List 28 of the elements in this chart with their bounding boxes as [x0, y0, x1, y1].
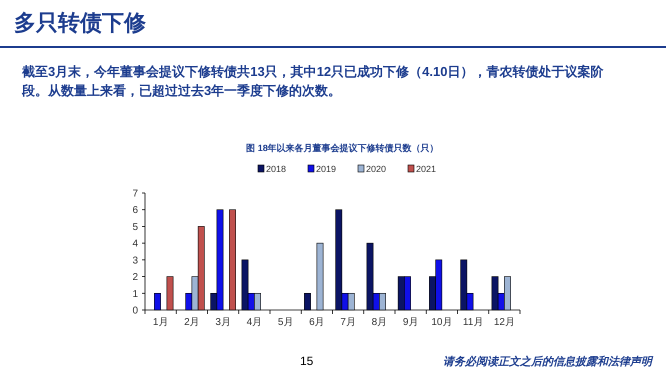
x-tick-label: 12月	[494, 317, 515, 328]
y-tick-label: 7	[132, 188, 138, 200]
y-tick-label: 0	[132, 306, 138, 316]
legend-label: 2019	[316, 164, 336, 174]
y-tick-label: 3	[132, 255, 138, 266]
y-tick-label: 6	[132, 205, 138, 216]
x-tick-label: 2月	[184, 317, 200, 328]
x-tick-label: 8月	[372, 317, 388, 328]
x-tick-label: 7月	[340, 317, 356, 328]
text: 15	[300, 354, 314, 368]
y-tick-label: 2	[132, 272, 138, 284]
x-tick-label: 5月	[278, 317, 294, 328]
x-tick-label: 10月	[431, 317, 452, 328]
text: 请务必阅读正文之后的信息披露和法律声明	[443, 354, 652, 369]
x-tick-label: 3月	[215, 317, 231, 328]
x-tick-label: 6月	[309, 317, 325, 328]
x-tick-label: 11月	[462, 317, 484, 328]
chart-title: 多只转债下修	[14, 9, 146, 37]
x-tick-label: 4月	[246, 317, 262, 328]
legend-label: 2018	[266, 164, 286, 174]
x-tick-label: 1月	[152, 317, 168, 328]
x-axis-title: 图 18年以来各月董事会提议下修转债只数（只）	[246, 143, 439, 153]
y-tick-label: 4	[132, 238, 138, 250]
legend-label: 2021	[416, 164, 436, 174]
y-tick-label: 1	[132, 288, 138, 300]
x-tick-label: 9月	[402, 317, 418, 328]
y-tick-label: 5	[132, 222, 138, 233]
legend-label: 2020	[366, 164, 386, 174]
